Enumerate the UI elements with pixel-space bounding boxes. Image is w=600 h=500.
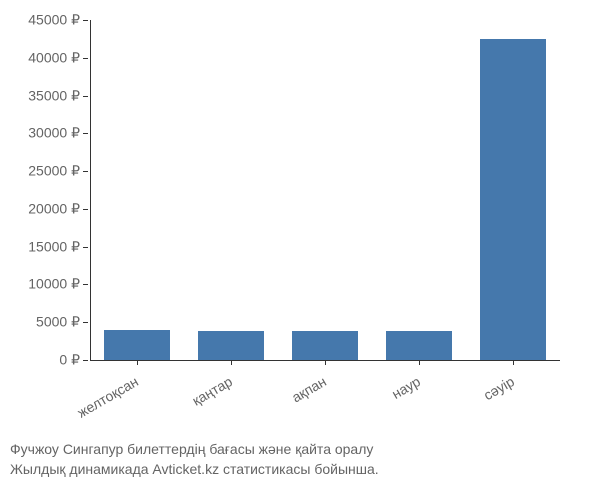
bar <box>480 39 546 360</box>
y-tick-label: 15000 ₽ <box>28 238 80 255</box>
y-tick-label: 25000 ₽ <box>28 163 80 180</box>
x-tick-mark <box>419 360 420 365</box>
y-tick-label: 30000 ₽ <box>28 125 80 142</box>
x-tick-mark <box>137 360 138 365</box>
caption-line2: Жылдық динамикада Avticket.kz статистика… <box>10 460 379 480</box>
y-tick-label: 35000 ₽ <box>28 87 80 104</box>
bar <box>292 331 358 360</box>
x-tick-mark <box>325 360 326 365</box>
y-tick-mark <box>83 209 88 210</box>
x-tick-label: сәуір <box>422 373 517 437</box>
y-tick-label: 20000 ₽ <box>28 200 80 217</box>
y-tick-label: 10000 ₽ <box>28 276 80 293</box>
chart-caption: Фучжоу Сингапур билеттердің бағасы және … <box>10 440 379 479</box>
x-tick-label: қаңтар <box>140 373 235 437</box>
y-tick-mark <box>83 284 88 285</box>
bar <box>104 330 170 360</box>
y-tick-label: 45000 ₽ <box>28 12 80 29</box>
x-tick-label: желтоқсан <box>46 373 141 437</box>
y-tick-label: 0 ₽ <box>59 352 80 369</box>
y-axis: 0 ₽5000 ₽10000 ₽15000 ₽20000 ₽25000 ₽300… <box>0 20 88 360</box>
y-tick-mark <box>83 58 88 59</box>
bar <box>198 331 264 360</box>
y-tick-mark <box>83 96 88 97</box>
y-tick-mark <box>83 133 88 134</box>
x-tick-label: наур <box>328 373 423 437</box>
x-tick-mark <box>231 360 232 365</box>
bar <box>386 331 452 360</box>
y-tick-label: 40000 ₽ <box>28 49 80 66</box>
x-tick-label: ақпан <box>234 373 329 437</box>
x-tick-mark <box>513 360 514 365</box>
y-tick-mark <box>83 171 88 172</box>
y-tick-label: 5000 ₽ <box>36 314 80 331</box>
y-tick-mark <box>83 322 88 323</box>
y-tick-mark <box>83 247 88 248</box>
y-tick-mark <box>83 20 88 21</box>
chart-container: 0 ₽ 5000 ₽ 10000 ₽ 15000 ₽ 20000 ₽ 25000 ₽ 300… <box>0 0 600 500</box>
plot-area <box>90 20 560 360</box>
caption-line1: Фучжоу Сингапур билеттердің бағасы және … <box>10 440 379 460</box>
y-tick-mark <box>83 360 88 361</box>
